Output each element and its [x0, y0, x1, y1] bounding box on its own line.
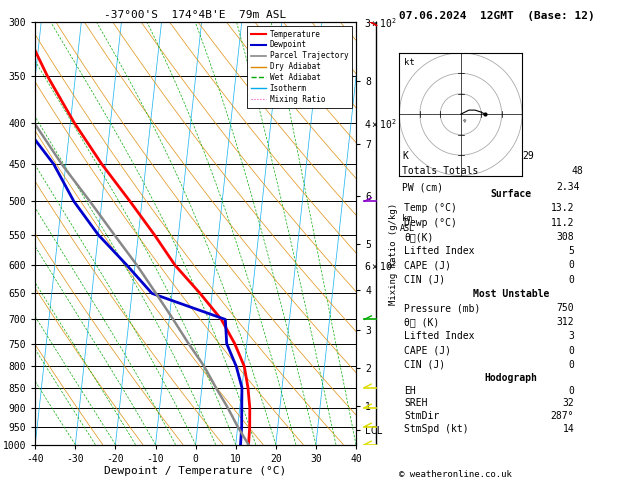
Text: 14: 14: [562, 424, 574, 434]
Text: CIN (J): CIN (J): [404, 360, 445, 370]
Text: 11.2: 11.2: [550, 218, 574, 228]
Text: 48: 48: [572, 166, 584, 176]
Text: θᴄ(K): θᴄ(K): [404, 232, 434, 242]
Text: 312: 312: [557, 317, 574, 327]
Text: Surface: Surface: [490, 189, 532, 199]
Text: 5: 5: [568, 246, 574, 256]
Text: StmSpd (kt): StmSpd (kt): [404, 424, 469, 434]
Text: θᴄ (K): θᴄ (K): [404, 317, 440, 327]
Text: Lifted Index: Lifted Index: [404, 246, 475, 256]
Text: PW (cm): PW (cm): [402, 182, 443, 192]
Text: 0: 0: [568, 260, 574, 270]
Text: 0: 0: [568, 275, 574, 285]
Legend: Temperature, Dewpoint, Parcel Trajectory, Dry Adiabat, Wet Adiabat, Isotherm, Mi: Temperature, Dewpoint, Parcel Trajectory…: [247, 26, 352, 108]
Text: StmDir: StmDir: [404, 411, 440, 421]
Text: 0: 0: [568, 386, 574, 396]
Text: 287°: 287°: [550, 411, 574, 421]
Text: Pressure (mb): Pressure (mb): [404, 303, 481, 313]
Text: 750: 750: [557, 303, 574, 313]
Text: 0: 0: [568, 346, 574, 356]
Text: CAPE (J): CAPE (J): [404, 260, 452, 270]
Text: Dewp (°C): Dewp (°C): [404, 218, 457, 228]
Text: K: K: [402, 151, 408, 161]
Title: -37°00'S  174°4B'E  79m ASL: -37°00'S 174°4B'E 79m ASL: [104, 10, 287, 20]
Text: kt: kt: [404, 58, 415, 67]
Text: 29: 29: [522, 151, 534, 161]
Text: Hodograph: Hodograph: [484, 373, 537, 383]
Text: EH: EH: [404, 386, 416, 396]
Text: Mixing Ratio (g/kg): Mixing Ratio (g/kg): [389, 203, 398, 306]
Text: CIN (J): CIN (J): [404, 275, 445, 285]
Text: 0: 0: [568, 360, 574, 370]
X-axis label: Dewpoint / Temperature (°C): Dewpoint / Temperature (°C): [104, 467, 287, 476]
Text: 2.34: 2.34: [556, 182, 579, 192]
Text: Totals Totals: Totals Totals: [402, 166, 479, 176]
Text: Temp (°C): Temp (°C): [404, 204, 457, 213]
Text: © weatheronline.co.uk: © weatheronline.co.uk: [399, 470, 512, 479]
Y-axis label: km
ASL: km ASL: [400, 214, 415, 233]
Text: CAPE (J): CAPE (J): [404, 346, 452, 356]
Text: 308: 308: [557, 232, 574, 242]
Text: 3: 3: [568, 331, 574, 341]
Text: Most Unstable: Most Unstable: [472, 289, 549, 299]
Text: 07.06.2024  12GMT  (Base: 12): 07.06.2024 12GMT (Base: 12): [399, 12, 595, 21]
Text: SREH: SREH: [404, 399, 428, 408]
Text: 32: 32: [562, 399, 574, 408]
Text: 13.2: 13.2: [550, 204, 574, 213]
Text: Lifted Index: Lifted Index: [404, 331, 475, 341]
